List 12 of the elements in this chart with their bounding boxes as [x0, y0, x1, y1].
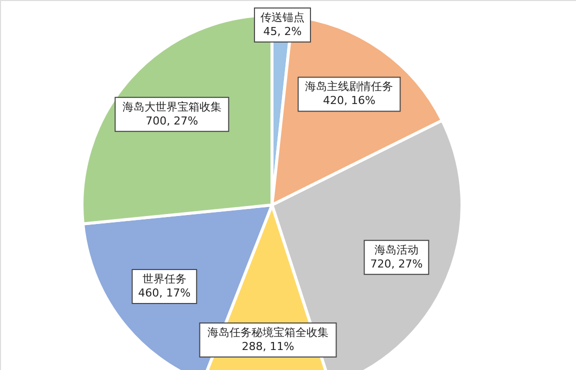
slice-label: 传送锚点: [260, 11, 304, 24]
slice-label: 海岛主线剧情任务: [305, 80, 394, 94]
data-label: 288, 11%: [242, 340, 294, 353]
slice-label: 海岛活动: [374, 243, 418, 256]
data-label: 420, 16%: [322, 94, 376, 108]
data-label: 45, 2%: [263, 25, 302, 38]
data-label: 700, 27%: [146, 114, 198, 128]
slice-label: 海岛任务秘境宝箱全收集: [207, 326, 328, 339]
data-label: 720, 27%: [370, 257, 423, 270]
data-label: 460, 17%: [138, 286, 191, 300]
slice-label: 世界任务: [142, 272, 186, 286]
slice-label: 海岛大世界宝箱收集: [122, 100, 222, 114]
